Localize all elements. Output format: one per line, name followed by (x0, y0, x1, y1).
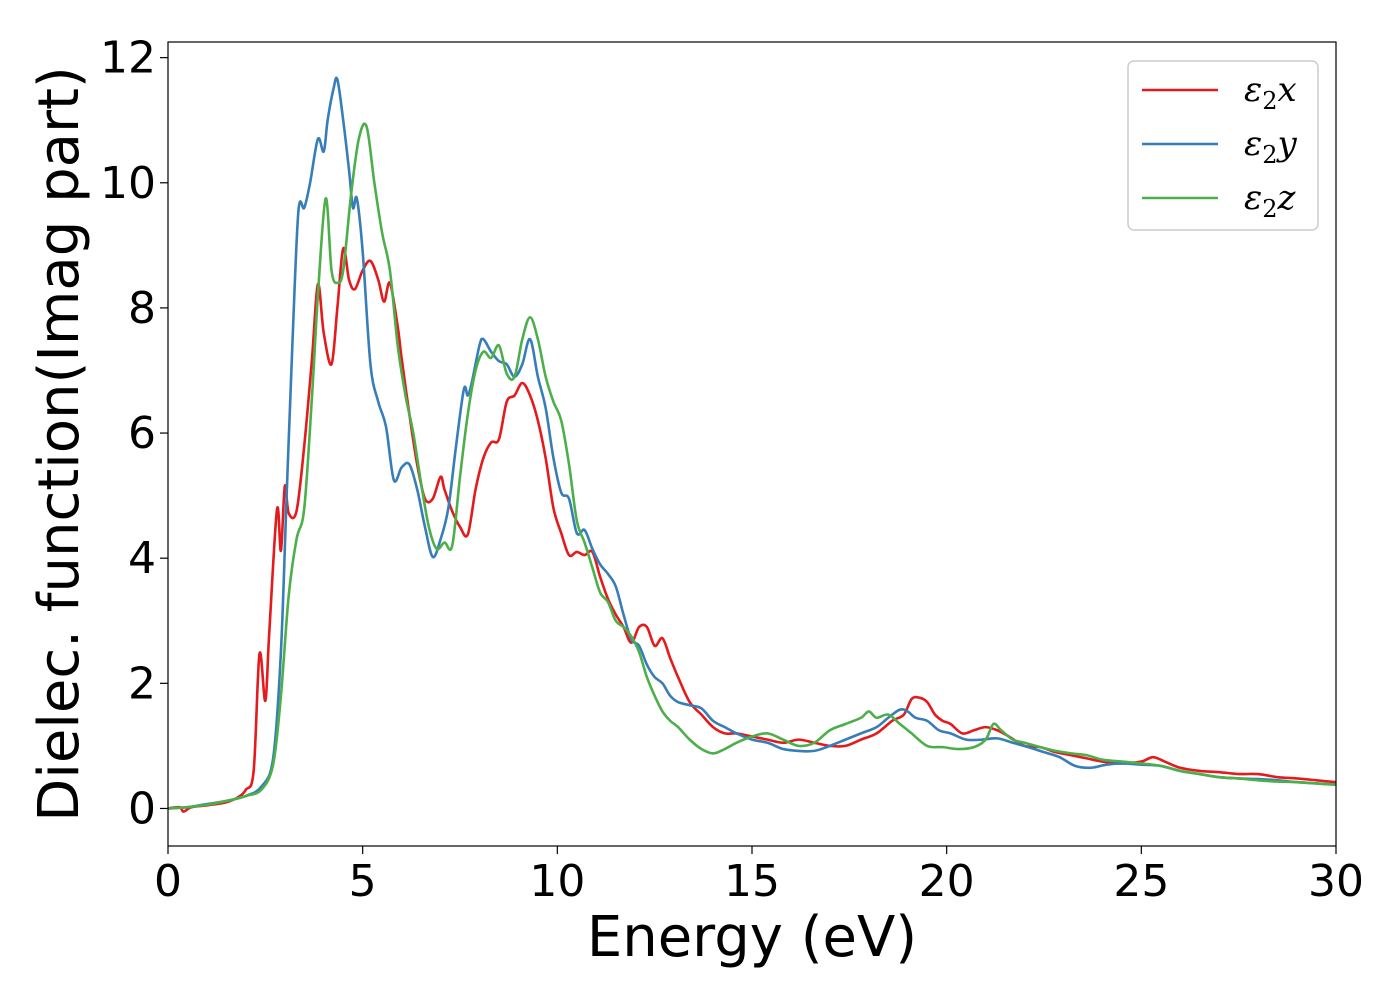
y-axis-ticks: 0 2 4 6 8 10 12 (100, 33, 168, 834)
y-tick-label: 8 (128, 283, 156, 334)
legend: ε2x ε2y ε2z (1127, 60, 1319, 231)
series-line-y (167, 76, 1337, 810)
legend-label-y: ε2y (1244, 124, 1298, 169)
x-tick-label: 15 (724, 856, 780, 907)
y-tick-label: 4 (128, 533, 156, 584)
x-tick-label: 30 (1308, 856, 1364, 907)
x-tick-label: 0 (154, 856, 182, 907)
x-tick-label: 25 (1113, 856, 1169, 907)
legend-label-z: ε2z (1244, 178, 1297, 223)
y-tick-label: 12 (100, 33, 156, 84)
x-tick-label: 10 (529, 856, 585, 907)
legend-box (1127, 60, 1319, 231)
x-tick-label: 5 (349, 856, 377, 907)
series-layer (167, 76, 1337, 813)
y-tick-label: 2 (128, 658, 156, 709)
series-line-z (167, 122, 1337, 810)
legend-entries: ε2x ε2y ε2z (1142, 70, 1298, 223)
y-tick-label: 6 (128, 408, 156, 459)
y-axis-label: Dielec. function(Imag part) (27, 66, 92, 822)
x-tick-label: 20 (919, 856, 975, 907)
y-tick-label: 10 (100, 158, 156, 209)
y-tick-label: 0 (128, 783, 156, 834)
legend-label-x: ε2x (1244, 70, 1297, 115)
x-axis-ticks: 0 5 10 15 20 25 30 (154, 846, 1364, 907)
x-axis-label: Energy (eV) (587, 905, 917, 970)
